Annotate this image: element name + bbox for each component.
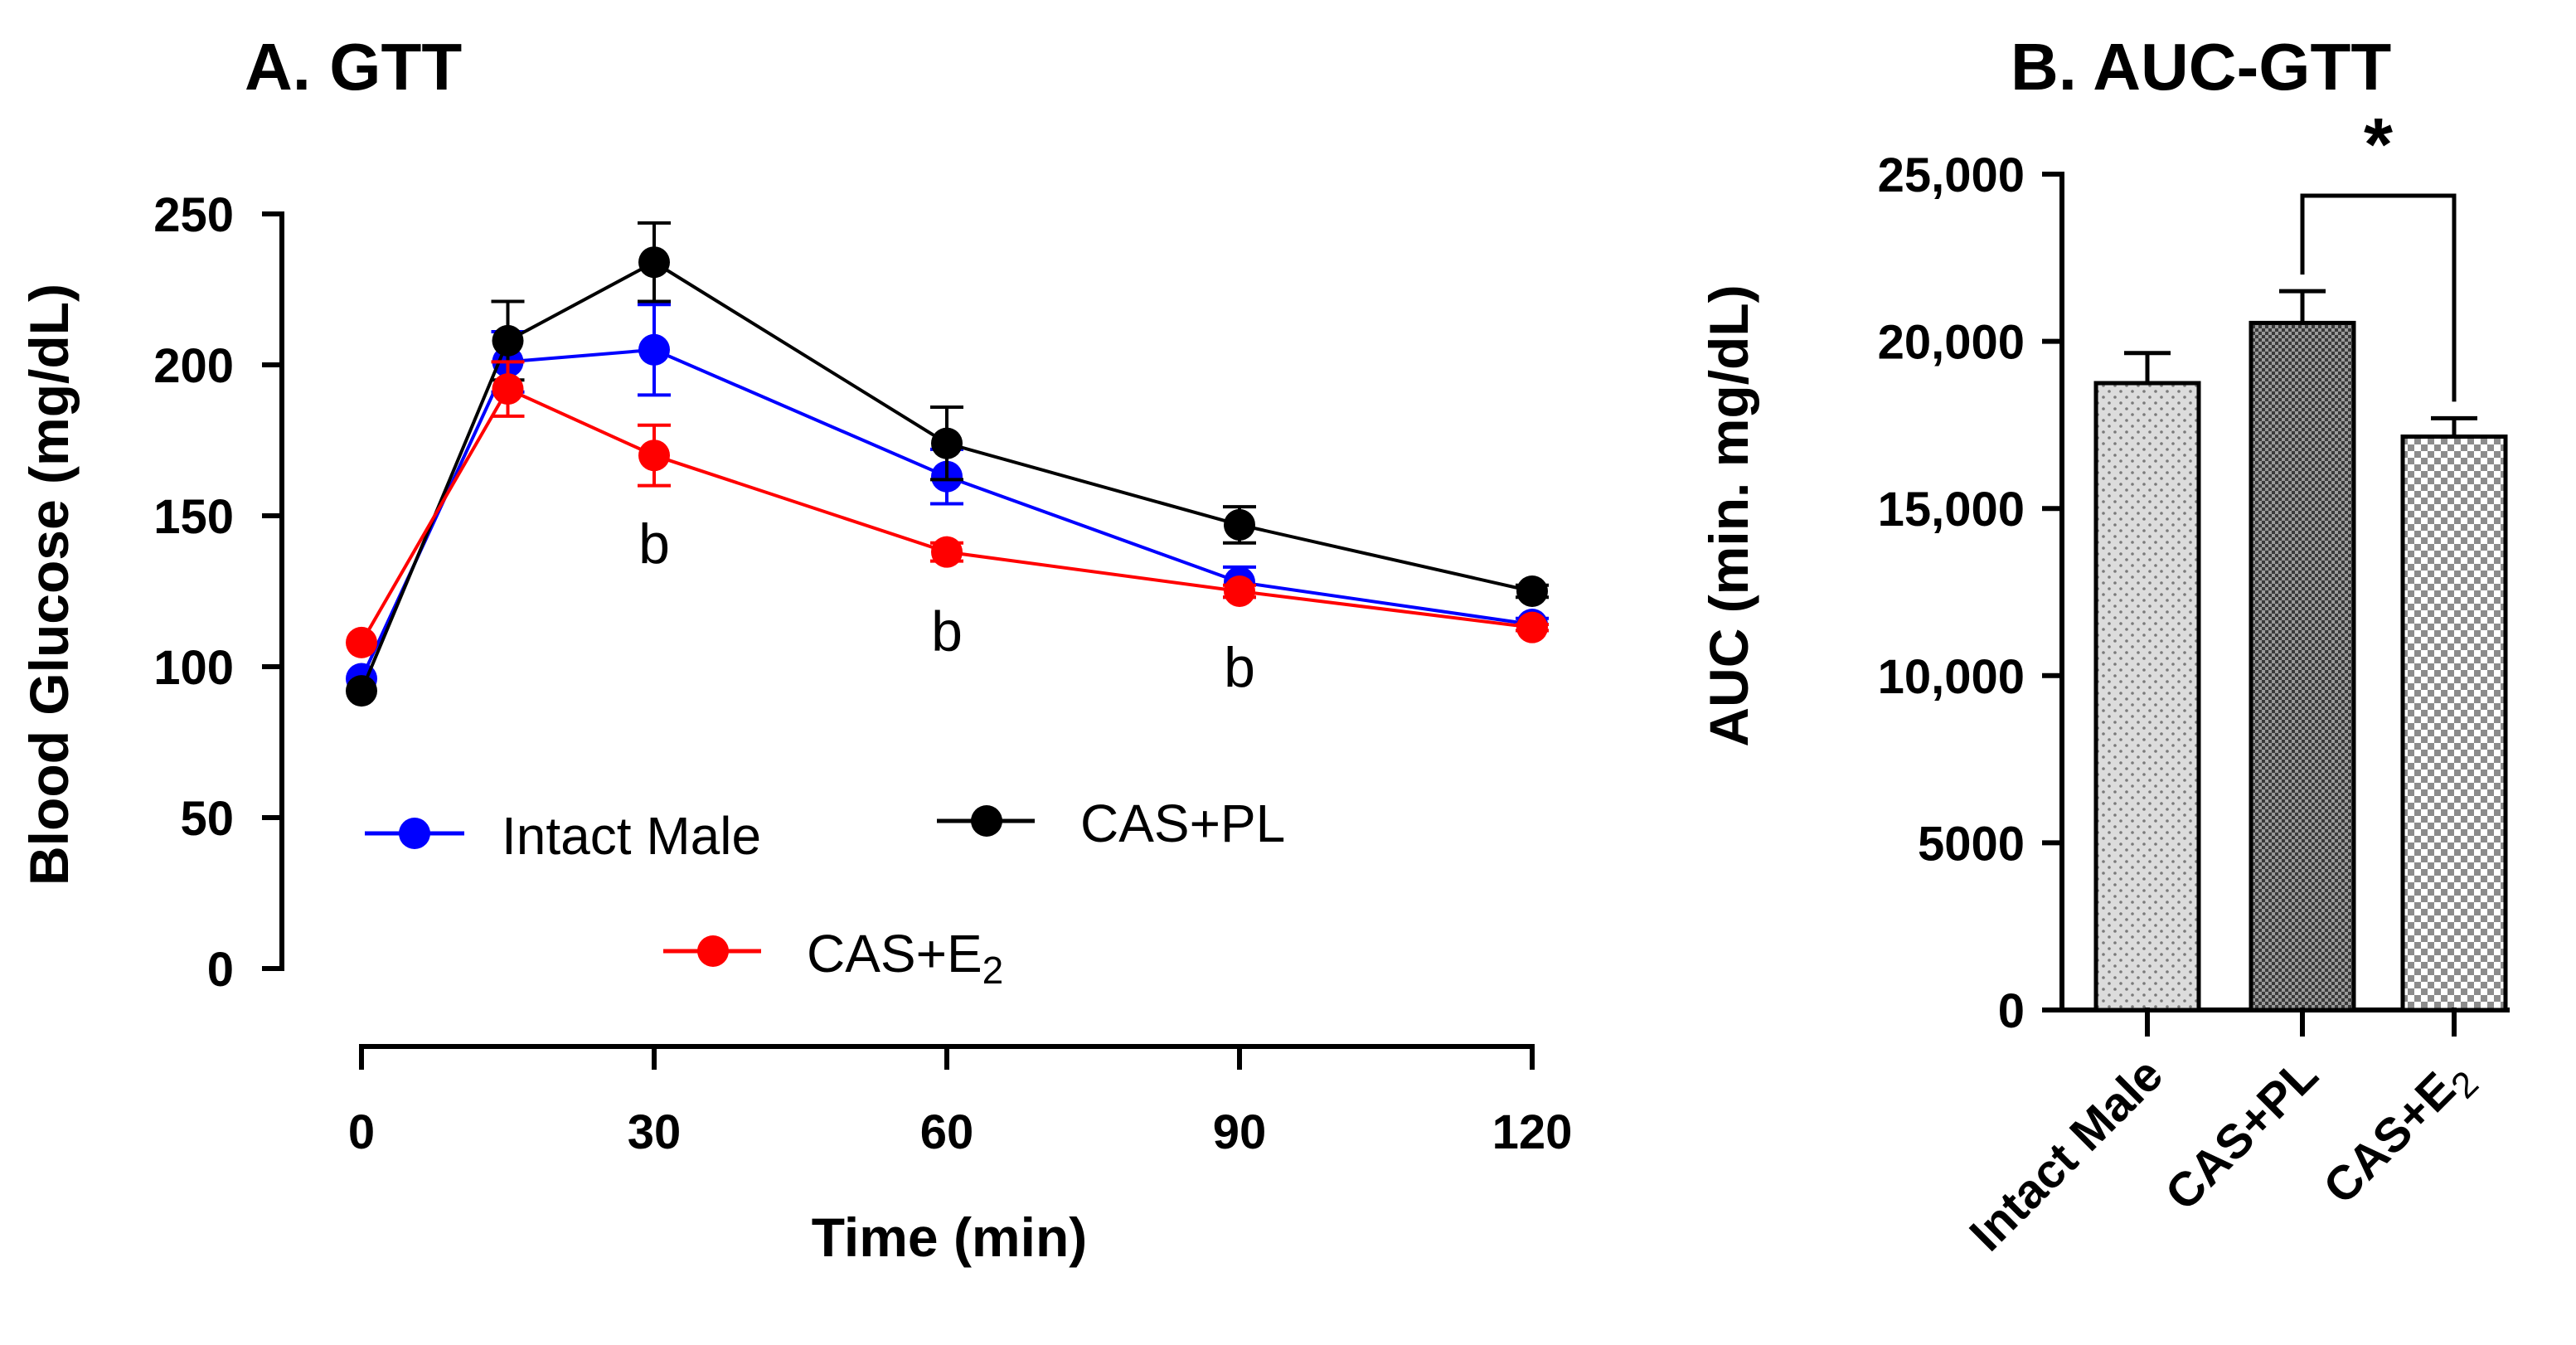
auc-y-tick-label: 0	[1998, 984, 2025, 1038]
legend-entry-cas-e: CAS+E2	[663, 924, 1003, 992]
series-line-cas-pl	[360, 260, 1533, 692]
gtt-x-tick-label: 120	[1492, 1105, 1573, 1159]
gtt-y-tick-label: 150	[153, 490, 234, 544]
category-label-intact-male: Intact Male	[1959, 1047, 2173, 1261]
gtt-y-tick-label: 250	[153, 188, 234, 242]
auc-y-tick-label: 20,000	[1878, 316, 2025, 370]
gtt-y-axis-label: Blood Glucose (mg/dL)	[18, 284, 80, 886]
gtt-line-chart: A. GTT Blood Glucose (mg/dL) Time (min) …	[18, 30, 1572, 1268]
data-point-cas-e	[1516, 611, 1548, 643]
gtt-y-tick-label: 200	[153, 339, 234, 393]
gtt-x-tick-label: 30	[628, 1105, 682, 1159]
legend-label: Intact Male	[502, 806, 761, 866]
legend-label-text: CAS+PL	[1080, 794, 1285, 853]
category-label-text: CAS+PL	[2155, 1047, 2328, 1221]
gtt-x-tick-label: 90	[1213, 1105, 1267, 1159]
legend-label-subscript: 2	[982, 949, 1004, 992]
legend-label: CAS+E2	[807, 924, 1003, 992]
data-point-cas-pl	[346, 675, 377, 707]
bar-cas-pl	[2249, 320, 2356, 1012]
auc-bar-chart: B. AUC-GTT AUC (min. mg/dL) 0 5000 10,000 1…	[1698, 30, 2510, 1261]
data-point-cas-e	[931, 536, 963, 568]
data-point-cas-e	[1224, 575, 1255, 607]
data-point-intact-male	[638, 333, 670, 366]
auc-y-tick-label: 5000	[1918, 817, 2025, 871]
gtt-chart-title: A. GTT	[245, 30, 462, 104]
gtt-x-axis-label: Time (min)	[812, 1207, 1087, 1268]
auc-chart-title: B. AUC-GTT	[2011, 30, 2391, 104]
significance-letter: b	[931, 600, 963, 663]
data-point-cas-e	[492, 373, 524, 405]
legend-entry-cas-pl: CAS+PL	[937, 794, 1285, 853]
legend-label: CAS+PL	[1080, 794, 1285, 853]
significance-letter: b	[1224, 636, 1255, 699]
gtt-x-tick-label: 0	[348, 1105, 375, 1159]
series-line-cas-e	[360, 386, 1533, 643]
series-cas-e	[346, 360, 1549, 658]
legend-label-text: CAS+E	[807, 924, 982, 983]
auc-y-tick-label: 25,000	[1878, 148, 2025, 202]
significance-letter: b	[638, 512, 670, 575]
category-label-text: CAS+E	[2313, 1062, 2466, 1215]
data-point-cas-pl	[931, 427, 963, 459]
auc-y-tick-label: 10,000	[1878, 650, 2025, 704]
legend-marker	[697, 935, 729, 967]
legend-marker	[971, 805, 1002, 837]
data-point-cas-e	[638, 439, 670, 472]
data-point-cas-pl	[638, 246, 670, 279]
gtt-y-tick-label: 0	[207, 943, 234, 997]
auc-y-axis-label: AUC (min. mg/dL)	[1698, 284, 1759, 746]
bar-intact-male	[2093, 381, 2201, 1012]
significance-bracket: *	[2300, 104, 2457, 402]
significance-bracket-line	[2300, 193, 2457, 402]
series-line-intact-male	[360, 347, 1533, 680]
category-label-cas-pl: CAS+PL	[2155, 1047, 2328, 1221]
legend-entry-intact-male: Intact Male	[365, 806, 761, 866]
significance-star: *	[2364, 104, 2393, 187]
legend-label-text: Intact Male	[502, 806, 761, 866]
category-label-text: Intact Male	[1959, 1047, 2173, 1261]
data-point-cas-pl	[1224, 508, 1255, 541]
data-point-cas-pl	[1516, 575, 1548, 607]
gtt-y-tick-label: 50	[180, 792, 234, 846]
auc-y-tick-label: 15,000	[1878, 483, 2025, 537]
category-label-cas-e: CAS+E2	[2313, 1047, 2486, 1221]
data-point-cas-e	[346, 626, 377, 658]
data-point-cas-pl	[492, 324, 524, 357]
gtt-y-tick-label: 100	[153, 641, 234, 695]
legend-marker	[399, 818, 430, 849]
bar-cas-e	[2400, 435, 2508, 1012]
gtt-x-tick-label: 60	[920, 1105, 974, 1159]
gtt-legend: Intact Male CAS+PL CAS+E2	[365, 794, 1285, 992]
